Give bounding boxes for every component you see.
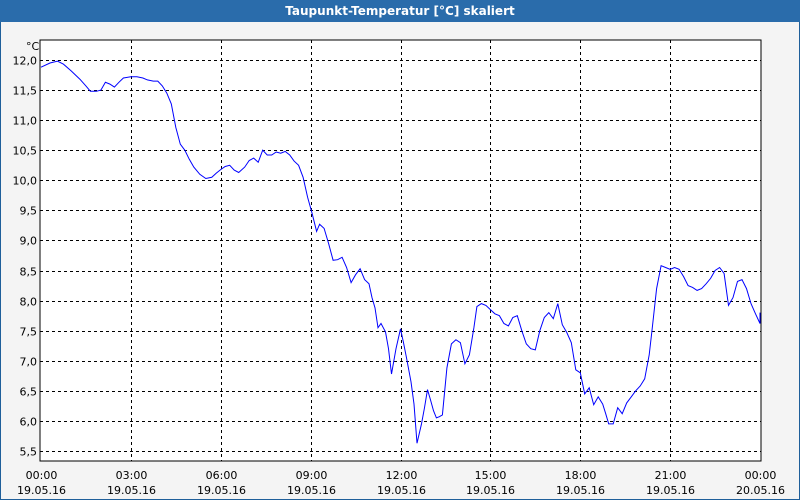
x-tick-time-label: 00:00 [745,469,777,482]
window-title: Taupunkt-Temperatur [°C] skaliert [0,0,800,22]
x-tick-time-label: 12:00 [386,469,418,482]
y-tick-label: 11,0 [13,115,38,128]
x-tick-date-label: 19.05.16 [646,484,695,497]
x-tick-time-label: 09:00 [296,469,328,482]
y-tick-label: 10,5 [13,145,38,158]
series-layer [40,60,761,444]
x-tick-time-label: 15:00 [475,469,507,482]
y-tick-label: 8,5 [20,266,38,279]
y-tick-label: 8,0 [20,296,38,309]
y-tick-label: 9,5 [20,205,38,218]
y-axis-ticks: 12,0 11,5 11,0 10,5 10,0 9,5 9,0 8,5 8,0 7,5 7,0 6,… [13,55,38,459]
series-line-dewpoint [40,60,761,444]
y-tick-label: 11,5 [13,85,38,98]
x-tick-date-label: 20.05.16 [736,484,785,497]
x-tick-date-label: 19.05.16 [466,484,515,497]
x-tick-time-label: 06:00 [206,469,238,482]
grid-lines [40,40,761,461]
x-tick-date-label: 19.05.16 [17,484,66,497]
x-tick-date-label: 19.05.16 [107,484,156,497]
y-tick-label: 12,0 [13,55,38,68]
x-tick-date-label: 19.05.16 [287,484,336,497]
x-tick-time-label: 00:00 [26,469,58,482]
y-tick-label: 7,0 [20,356,38,369]
x-tick-time-label: 18:00 [565,469,597,482]
x-tick-time-label: 03:00 [116,469,148,482]
x-tick-time-label: 21:00 [655,469,687,482]
y-tick-label: 6,5 [20,386,38,399]
y-tick-label: 5,5 [20,446,38,459]
x-tick-date-label: 19.05.16 [197,484,246,497]
y-tick-label: 6,0 [20,416,38,429]
y-tick-label: 7,5 [20,326,38,339]
x-tick-date-label: 19.05.16 [556,484,605,497]
x-tick-date-label: 19.05.16 [377,484,426,497]
y-axis-unit-label: °C [26,40,40,53]
y-tick-label: 10,0 [13,175,38,188]
plot-area [39,39,762,462]
x-axis-ticks: 00:00 19.05.16 03:00 19.05.16 06:00 19.05.16 0… [17,469,785,497]
y-tick-label: 9,0 [20,235,38,248]
